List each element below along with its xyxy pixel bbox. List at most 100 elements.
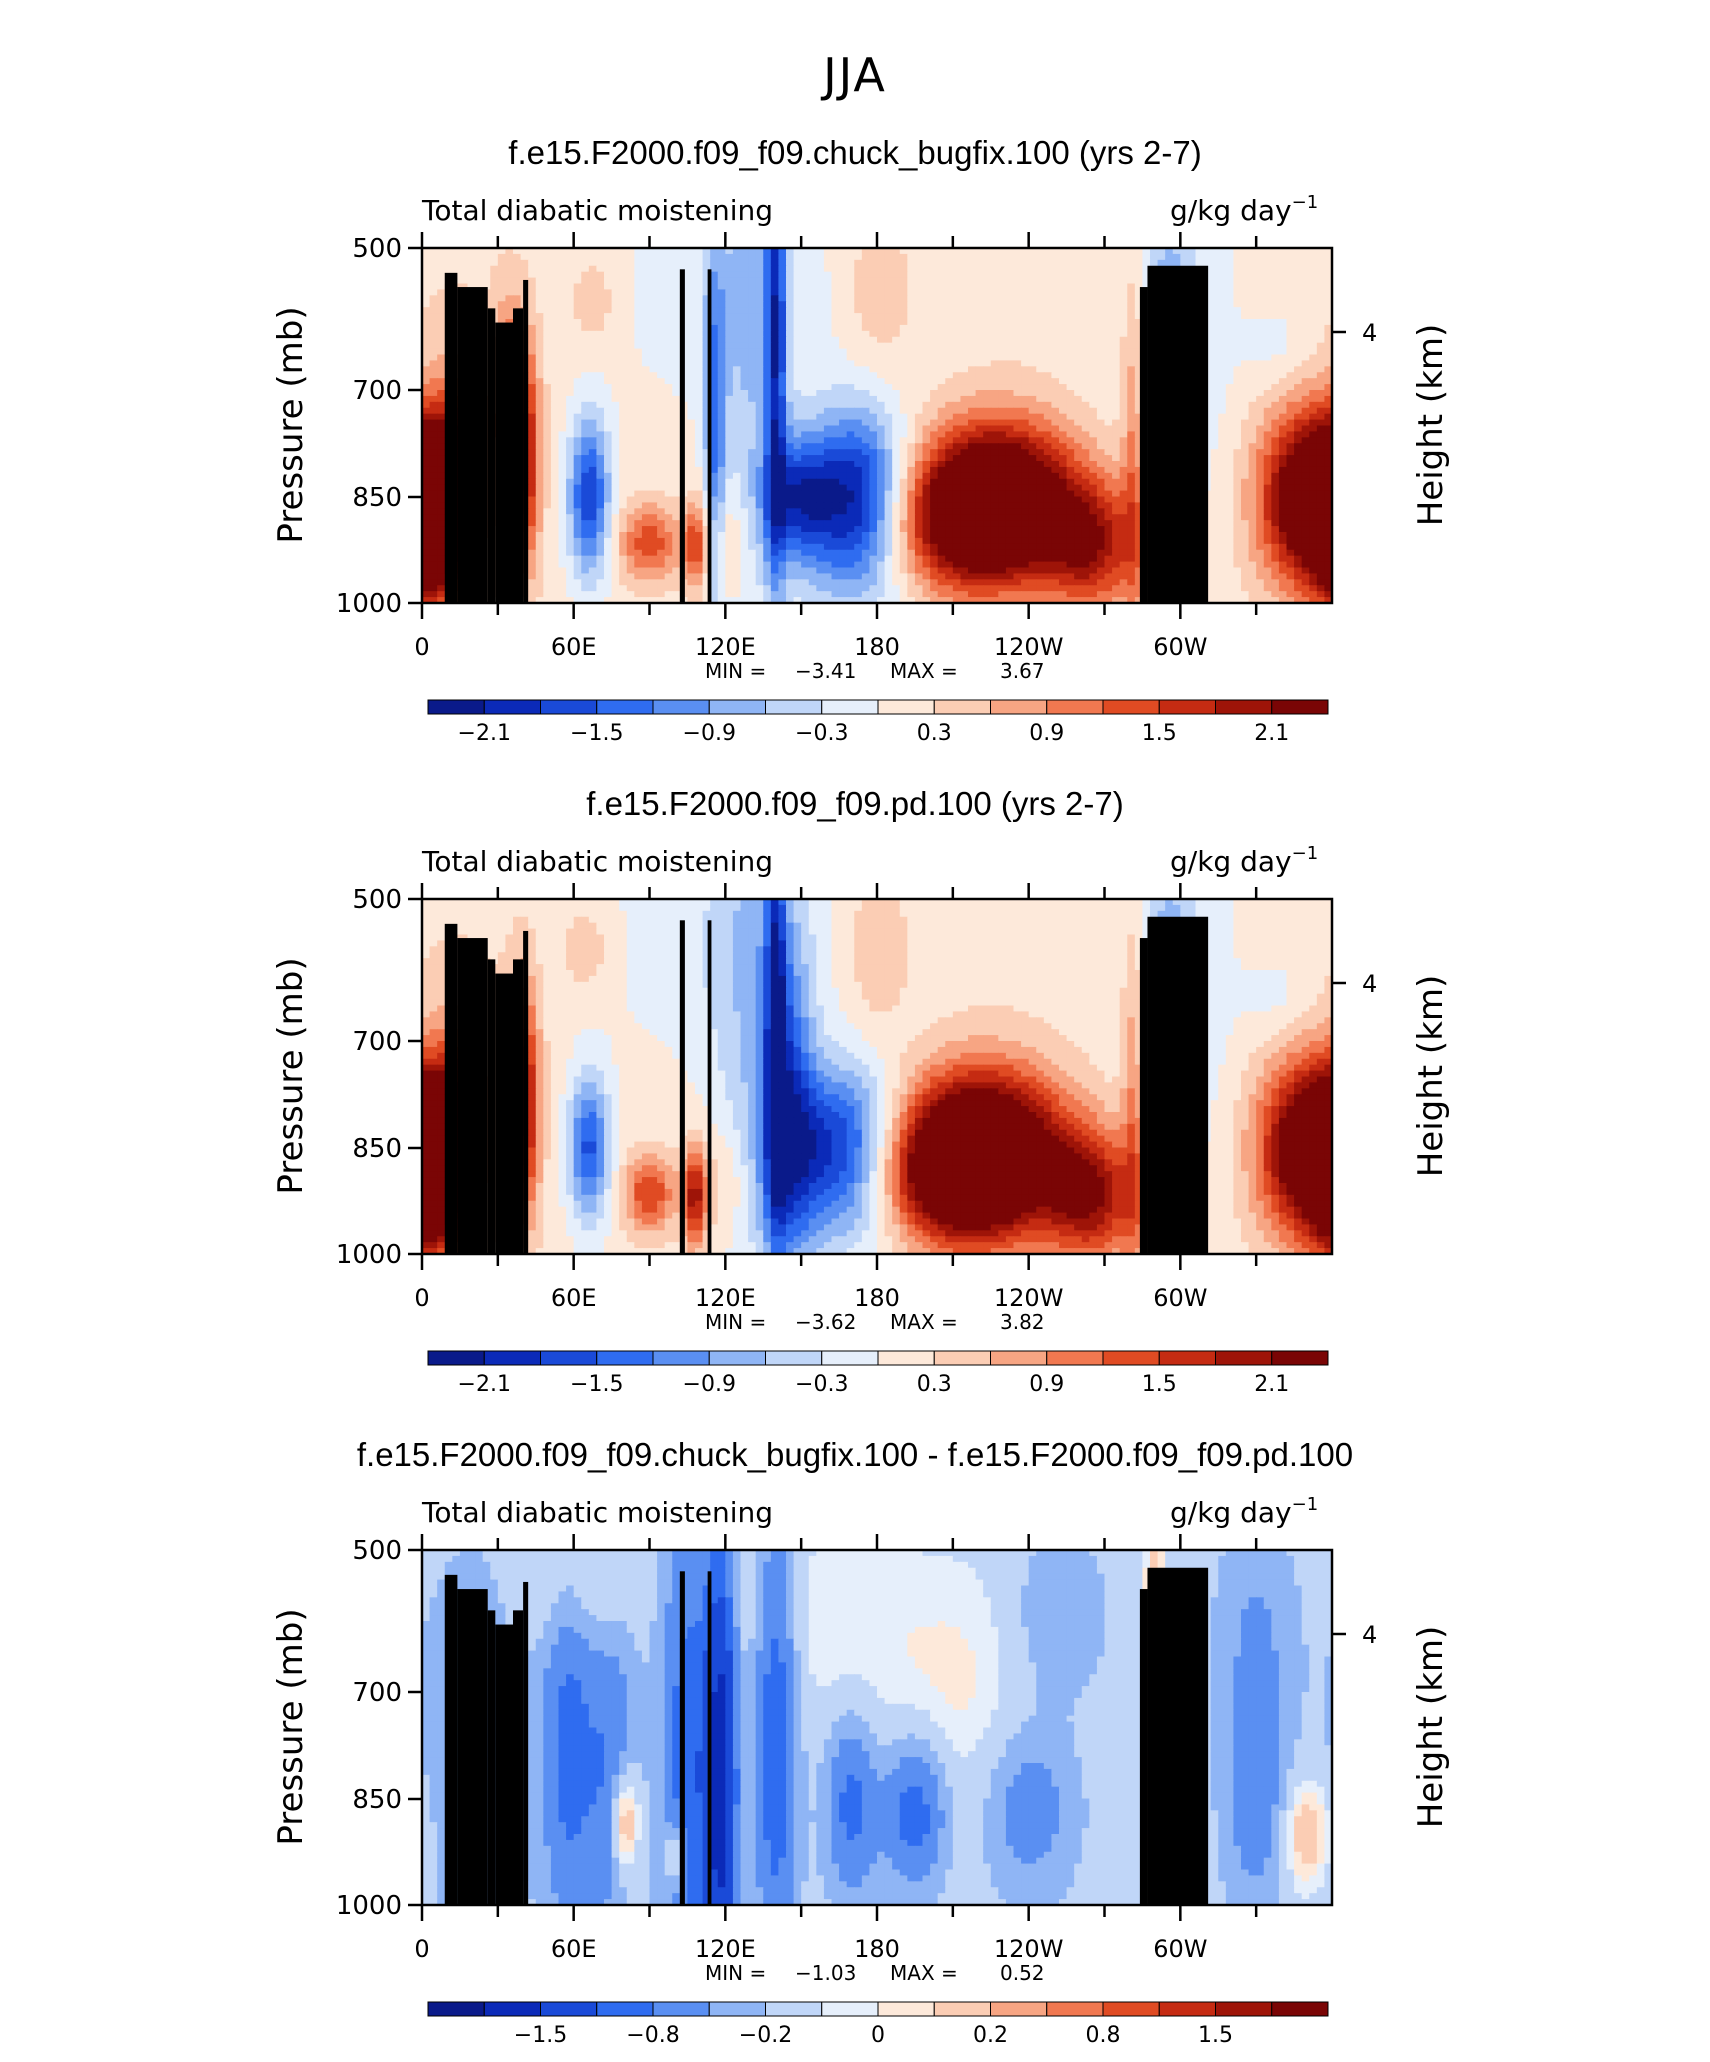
heatmap-cell (846, 265, 855, 273)
heatmap-cell (1256, 360, 1265, 367)
heatmap-cell (1225, 384, 1235, 391)
heatmap-cell (649, 289, 658, 296)
heatmap-cell (1059, 419, 1068, 427)
heatmap-cell (725, 324, 734, 332)
heatmap-cell (687, 390, 696, 397)
heatmap-cell (1059, 449, 1068, 456)
heatmap-cell (1066, 390, 1075, 397)
heatmap-cell (1074, 360, 1083, 367)
heatmap-cell (672, 330, 681, 338)
heatmap-cell (641, 372, 651, 379)
heatmap-cell (1241, 348, 1250, 356)
heatmap-cell (717, 478, 726, 486)
heatmap-cell (1263, 401, 1272, 409)
heatmap-cell (1059, 301, 1068, 308)
heatmap-cell (846, 455, 855, 462)
heatmap-cell (1278, 277, 1288, 285)
heatmap-cell (877, 431, 886, 438)
heatmap-cell (861, 401, 871, 409)
heatmap-cell (930, 384, 939, 391)
heatmap-cell (1294, 461, 1303, 468)
heatmap-cell (1036, 401, 1045, 409)
heatmap-cell (930, 354, 939, 362)
heatmap-cell (801, 354, 810, 362)
heatmap-cell (975, 259, 984, 267)
heatmap-cell (899, 301, 908, 308)
heatmap-cell (596, 384, 605, 391)
heatmap-cell (1005, 390, 1015, 397)
heatmap-cell (672, 466, 681, 474)
heatmap-cell (1104, 443, 1113, 450)
heatmap-cell (869, 461, 878, 468)
heatmap-cell (497, 301, 507, 308)
heatmap-cell (1112, 307, 1121, 314)
heatmap-cell (1294, 301, 1303, 308)
heatmap-cell (1316, 277, 1326, 285)
heatmap-cell (695, 330, 704, 338)
heatmap-cell (725, 407, 734, 415)
heatmap-cell (528, 324, 537, 332)
heatmap-cell (861, 466, 871, 474)
heatmap-cell (641, 307, 651, 314)
heatmap-cell (1263, 295, 1272, 302)
heatmap-cell (831, 295, 840, 302)
heatmap-cell (998, 259, 1007, 267)
heatmap-cell (877, 366, 886, 373)
heatmap-cell (1089, 455, 1098, 462)
heatmap-cell (649, 283, 658, 291)
heatmap-cell (550, 461, 560, 468)
heatmap-cell (1013, 437, 1022, 444)
heatmap-cell (1081, 271, 1090, 279)
heatmap-cell (945, 390, 954, 397)
heatmap-cell (1324, 360, 1332, 367)
heatmap-cell (922, 437, 931, 444)
heatmap-cell (687, 455, 696, 462)
heatmap-cell (1081, 401, 1090, 409)
heatmap-cell (1134, 431, 1144, 438)
heatmap-cell (1081, 395, 1090, 403)
heatmap-cell (1316, 461, 1326, 468)
heatmap-cell (801, 253, 810, 261)
heatmap-cell (1074, 283, 1083, 291)
heatmap-cell (937, 271, 946, 279)
heatmap-cell (907, 319, 916, 326)
heatmap-cell (1301, 407, 1310, 415)
heatmap-cell (687, 253, 696, 261)
heatmap-cell (846, 271, 855, 279)
heatmap-cell (952, 378, 962, 385)
heatmap-cell (1013, 401, 1022, 409)
heatmap-cell (581, 472, 590, 480)
heatmap-cell (1028, 354, 1037, 362)
heatmap-cell (763, 407, 772, 415)
heatmap-cell (710, 378, 719, 385)
heatmap-cell (649, 372, 658, 379)
heatmap-cell (1028, 253, 1037, 261)
heatmap-cell (641, 301, 651, 308)
heatmap-cell (732, 431, 742, 438)
heatmap-cell (649, 324, 658, 332)
heatmap-cell (672, 431, 681, 438)
heatmap-cell (922, 295, 931, 302)
heatmap-cell (687, 259, 696, 267)
heatmap-cell (914, 313, 924, 320)
heatmap-cell (581, 324, 590, 332)
heatmap-cell (1005, 248, 1015, 255)
heatmap-cell (1096, 342, 1106, 350)
heatmap-cell (1294, 449, 1303, 456)
heatmap-cell (1286, 372, 1295, 379)
heatmap-cell (520, 248, 529, 255)
heatmap-cell (558, 449, 567, 456)
heatmap-cell (1309, 431, 1318, 438)
heatmap-cell (657, 330, 666, 338)
heatmap-cell (543, 253, 552, 261)
heatmap-cell (1309, 407, 1318, 415)
heatmap-cell (664, 449, 673, 456)
heatmap-cell (619, 466, 628, 474)
heatmap-cell (535, 248, 544, 255)
heatmap-cell (831, 354, 840, 362)
heatmap-cell (930, 395, 939, 403)
heatmap-cell (535, 253, 544, 261)
heatmap-cell (626, 313, 635, 320)
heatmap-cell (505, 253, 514, 261)
heatmap-cell (831, 372, 840, 379)
